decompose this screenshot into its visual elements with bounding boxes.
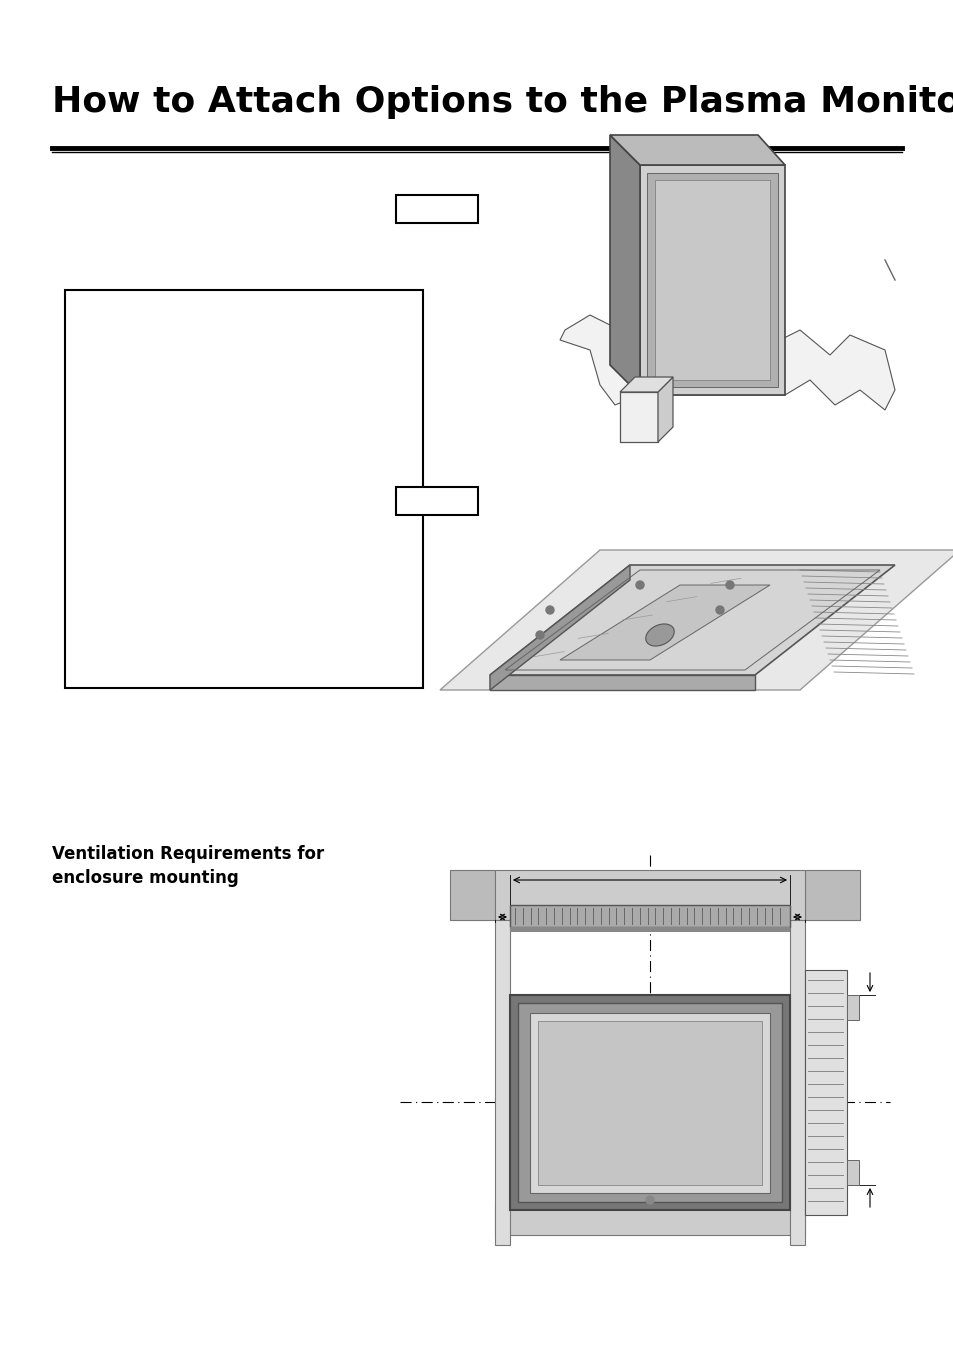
Polygon shape	[646, 173, 778, 386]
Polygon shape	[609, 135, 639, 394]
Circle shape	[716, 607, 723, 613]
Polygon shape	[559, 309, 894, 409]
Polygon shape	[619, 392, 658, 442]
Bar	[510, 994, 789, 1210]
Text: How to Attach Options to the Plasma Monitor: How to Attach Options to the Plasma Moni…	[52, 85, 953, 119]
Bar	[495, 870, 804, 920]
Circle shape	[545, 607, 554, 613]
Polygon shape	[490, 565, 894, 676]
Polygon shape	[450, 870, 495, 920]
Bar	[395, 486, 477, 515]
Polygon shape	[490, 676, 754, 690]
Bar	[789, 920, 804, 1246]
Polygon shape	[655, 180, 769, 380]
Circle shape	[536, 631, 543, 639]
Polygon shape	[559, 585, 769, 661]
Polygon shape	[639, 165, 784, 394]
Bar	[510, 927, 789, 932]
Bar	[846, 994, 858, 1020]
Bar	[510, 905, 789, 927]
Bar	[537, 1021, 761, 1185]
Polygon shape	[804, 870, 859, 920]
Bar	[530, 1013, 769, 1193]
Polygon shape	[619, 377, 672, 392]
Polygon shape	[490, 565, 629, 690]
Circle shape	[725, 581, 733, 589]
Bar	[495, 1205, 804, 1235]
Polygon shape	[609, 135, 784, 165]
Polygon shape	[658, 377, 672, 442]
Bar	[495, 920, 510, 1246]
Ellipse shape	[645, 624, 674, 646]
Polygon shape	[439, 550, 953, 690]
Bar	[395, 195, 477, 223]
Circle shape	[645, 1196, 654, 1204]
Bar	[517, 1002, 781, 1202]
Bar	[804, 970, 846, 1215]
Bar	[846, 1161, 858, 1185]
Text: Ventilation Requirements for
enclosure mounting: Ventilation Requirements for enclosure m…	[52, 844, 324, 886]
Circle shape	[636, 581, 643, 589]
Bar	[65, 290, 422, 688]
